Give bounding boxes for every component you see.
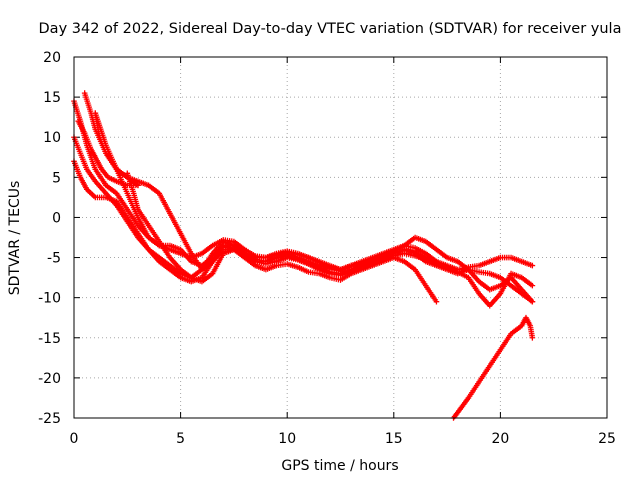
x-tick-label: 20 bbox=[491, 431, 509, 447]
data-point bbox=[529, 262, 536, 269]
plot-frame bbox=[73, 56, 608, 419]
data-point bbox=[529, 282, 536, 289]
series-track-3 bbox=[71, 158, 440, 305]
series-track-9 bbox=[92, 110, 141, 189]
data-points bbox=[71, 90, 536, 421]
x-tick-label: 25 bbox=[598, 431, 616, 447]
y-tick-label: -15 bbox=[38, 331, 61, 347]
y-tick-label: -5 bbox=[47, 251, 61, 267]
data-point bbox=[529, 334, 536, 341]
y-tick-label: 20 bbox=[43, 50, 61, 66]
y-tick-label: 10 bbox=[43, 130, 61, 146]
y-tick-label: 15 bbox=[43, 90, 61, 106]
y-tick-label: 0 bbox=[52, 210, 61, 226]
series-track-7 bbox=[450, 314, 536, 421]
y-tick-labels: -25 -20 -15 -10 -5 0 5 10 15 20 bbox=[38, 50, 61, 427]
series-track-8 bbox=[75, 118, 141, 189]
grid bbox=[74, 57, 607, 418]
x-tick-labels: 0 5 10 15 20 25 bbox=[70, 431, 616, 447]
y-tick-label: 5 bbox=[52, 170, 61, 186]
series-track-2 bbox=[71, 98, 536, 274]
chart-title: Day 342 of 2022, Sidereal Day-to-day VTE… bbox=[39, 21, 622, 37]
data-point bbox=[433, 298, 440, 305]
x-tick-label: 10 bbox=[278, 431, 296, 447]
x-tick-label: 5 bbox=[176, 431, 185, 447]
data-point bbox=[529, 298, 536, 305]
series-track-6 bbox=[124, 170, 536, 309]
x-tick-label: 15 bbox=[385, 431, 403, 447]
y-axis-label: SDTVAR / TECUs bbox=[7, 181, 23, 296]
y-tick-label: -25 bbox=[38, 411, 61, 427]
x-axis-label: GPS time / hours bbox=[281, 458, 398, 474]
y-tick-label: -20 bbox=[38, 371, 61, 387]
ticks bbox=[73, 56, 608, 419]
data-point bbox=[135, 182, 141, 189]
y-tick-label: -10 bbox=[38, 291, 61, 307]
x-tick-label: 0 bbox=[70, 431, 79, 447]
